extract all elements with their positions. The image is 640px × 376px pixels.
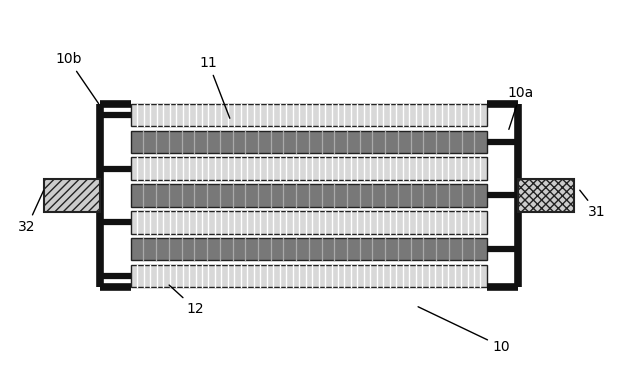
Polygon shape <box>131 104 487 126</box>
Polygon shape <box>131 211 487 233</box>
Polygon shape <box>131 184 487 207</box>
Bar <box>44 179 100 212</box>
Polygon shape <box>131 158 487 180</box>
Text: 31: 31 <box>580 190 606 219</box>
Text: 12: 12 <box>169 285 205 316</box>
Polygon shape <box>131 238 487 261</box>
Text: 11: 11 <box>200 56 230 118</box>
Text: 10: 10 <box>418 307 511 353</box>
Polygon shape <box>131 265 487 287</box>
Text: 32: 32 <box>18 191 44 234</box>
Bar <box>518 179 573 212</box>
Text: 10b: 10b <box>55 52 99 104</box>
Polygon shape <box>131 130 487 153</box>
Text: 10a: 10a <box>508 86 534 129</box>
